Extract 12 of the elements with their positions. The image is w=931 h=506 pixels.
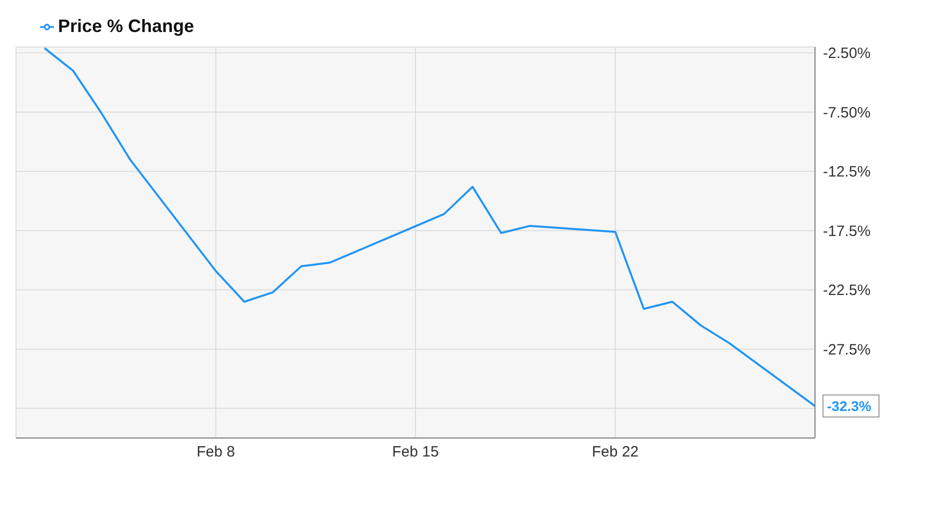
- x-tick-label: Feb 15: [392, 444, 439, 461]
- y-tick-label: -2.50%: [823, 45, 871, 62]
- line-series: [44, 47, 815, 408]
- legend-label: Price % Change: [58, 16, 194, 36]
- x-tick-label: Feb 8: [196, 444, 235, 461]
- data-label: -32.3%: [827, 398, 872, 414]
- y-tick-label: -7.50%: [823, 104, 871, 122]
- y-tick-label: -12.5%: [823, 164, 871, 181]
- y-tick-label: -22.5%: [823, 282, 871, 300]
- y-tick-label: -27.5%: [823, 341, 871, 358]
- x-tick-label: Feb 22: [592, 444, 639, 461]
- y-tick-label: -17.5%: [823, 222, 871, 240]
